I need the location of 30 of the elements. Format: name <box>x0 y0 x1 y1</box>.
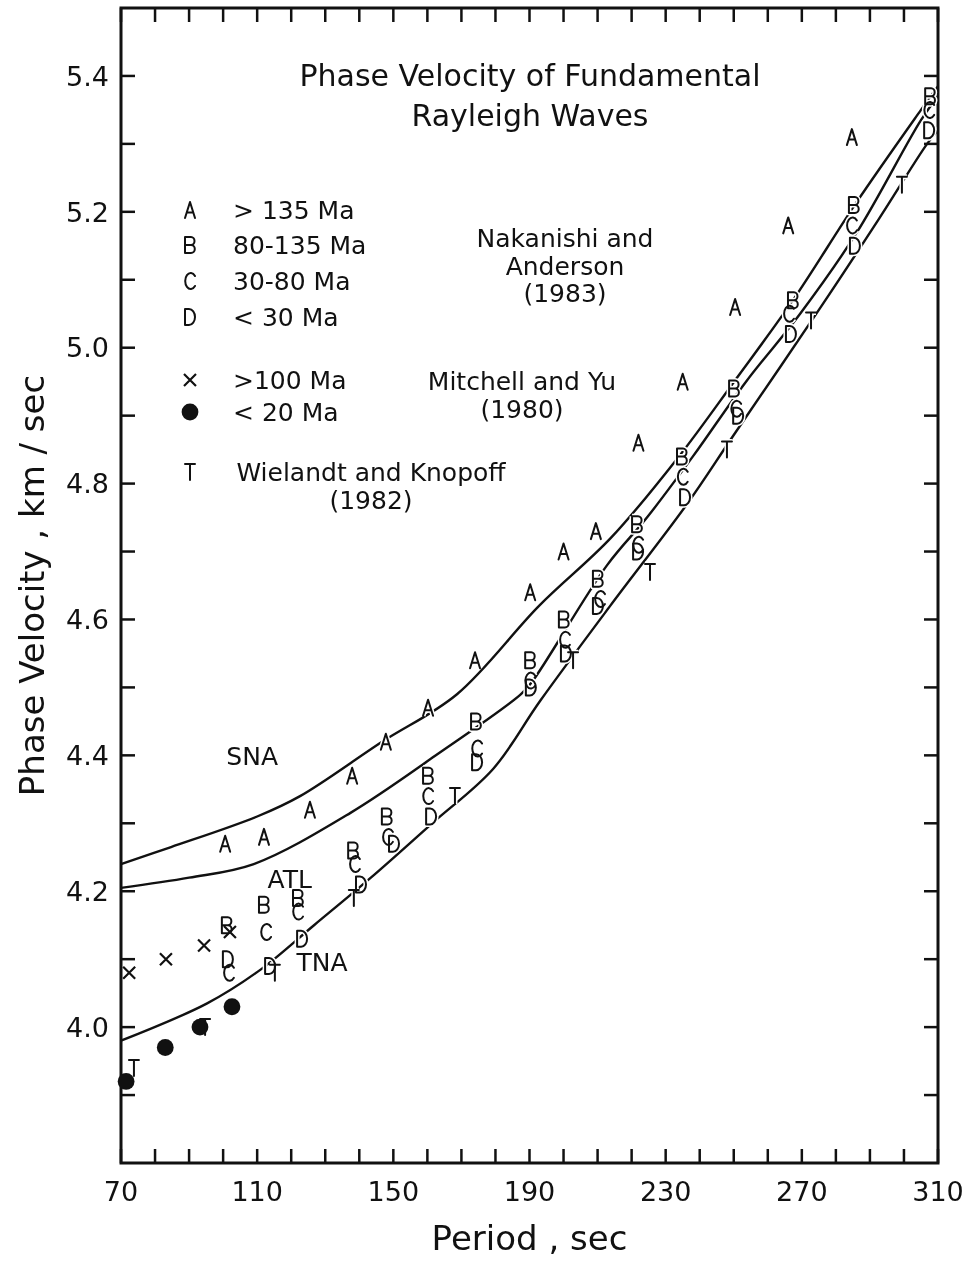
x-tick-label: 110 <box>231 1176 283 1207</box>
series-label: TNA <box>295 948 348 978</box>
legend-label: >100 Ma <box>233 366 347 395</box>
x-tick-label: 190 <box>503 1176 556 1207</box>
x-tick-label: 150 <box>367 1176 420 1207</box>
legend-label: < 20 Ma <box>233 398 339 427</box>
x-tick-label: 270 <box>776 1176 828 1207</box>
y-tick-label: 5.4 <box>66 60 109 92</box>
x-axis-title: Period , sec <box>431 1218 628 1258</box>
annotation: Nakanishi and Anderson (1983) <box>476 224 654 308</box>
legend-label: 30-80 Ma <box>233 267 351 296</box>
text: Phase Velocity of Fundamental Rayleigh Waves <box>299 58 761 133</box>
y-tick-label: 4.4 <box>66 740 109 772</box>
y-tick-label: 4.2 <box>66 875 109 907</box>
legend-label: > 135 Ma <box>233 196 355 225</box>
series-label: SNA <box>226 741 279 771</box>
y-axis-title: Phase Velocity , km / sec <box>12 374 52 797</box>
y-tick-label: 4.0 <box>66 1011 109 1043</box>
x-tick-label: 230 <box>639 1176 692 1207</box>
x-tick-label: 310 <box>912 1176 964 1207</box>
y-tick-label: 5.0 <box>66 332 109 364</box>
x-tick-label: 70 <box>103 1176 139 1207</box>
annotation: Mitchell and Yu (1980) <box>427 367 617 424</box>
legend-label: Wielandt and Knopoff (1982) <box>236 458 507 515</box>
y-tick-label: 4.8 <box>66 468 109 500</box>
legend-label: < 30 Ma <box>233 303 339 332</box>
legend-label: 80-135 Ma <box>233 231 367 260</box>
series-label: ATL <box>267 865 313 895</box>
y-tick-label: 5.2 <box>66 196 109 228</box>
y-tick-label: 4.6 <box>66 604 109 636</box>
